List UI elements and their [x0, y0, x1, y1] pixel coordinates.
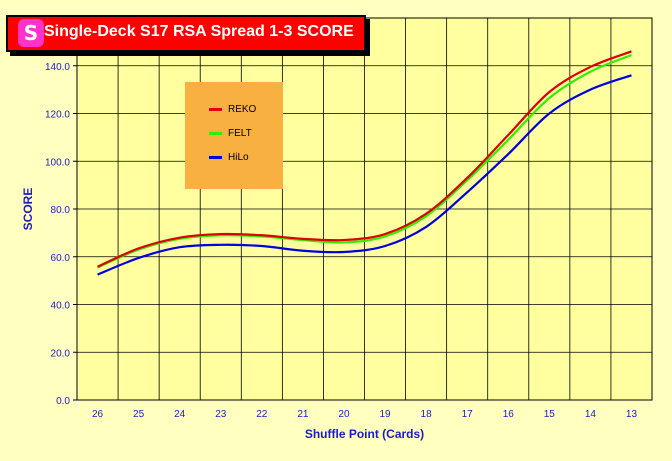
- legend-label-hilo: HiLo: [228, 152, 249, 163]
- legend-item-reko: REKO: [209, 104, 256, 118]
- x-tick-label: 26: [92, 409, 104, 420]
- series-line-hilo: [97, 74, 632, 276]
- y-tick-label: 0.0: [56, 396, 70, 407]
- y-tick-label: 100.0: [45, 157, 70, 168]
- legend-label-felt: FELT: [228, 128, 252, 139]
- y-tick-label: 60.0: [51, 253, 71, 264]
- legend: REKO FELT HiLo: [185, 82, 283, 189]
- series-line-felt: [97, 53, 632, 269]
- s-logo-icon: S: [18, 19, 44, 47]
- legend-item-hilo: HiLo: [209, 152, 249, 166]
- y-axis-title: SCORE: [21, 188, 35, 231]
- x-tick-label: 23: [215, 409, 227, 420]
- x-tick-label: 16: [503, 409, 515, 420]
- x-tick-label: 20: [338, 409, 350, 420]
- x-tick-label: 21: [297, 409, 309, 420]
- series-line-reko: [97, 50, 632, 268]
- legend-item-felt: FELT: [209, 128, 252, 142]
- x-tick-label: 17: [462, 409, 474, 420]
- legend-label-reko: REKO: [228, 104, 257, 115]
- y-tick-label: 80.0: [51, 205, 71, 216]
- legend-swatch-reko: [209, 108, 222, 111]
- y-tick-label: 20.0: [51, 348, 71, 359]
- x-axis-title: Shuffle Point (Cards): [305, 427, 424, 441]
- x-tick-label: 25: [133, 409, 145, 420]
- x-tick-label: 13: [626, 409, 638, 420]
- x-tick-label: 15: [544, 409, 556, 420]
- x-tick-label: 24: [174, 409, 186, 420]
- y-tick-label: 140.0: [45, 62, 70, 73]
- x-tick-label: 19: [379, 409, 391, 420]
- chart-title: Single-Deck S17 RSA Spread 1-3 SCORE: [44, 23, 354, 40]
- x-tick-label: 18: [421, 409, 433, 420]
- legend-swatch-hilo: [209, 156, 222, 159]
- x-tick-label: 14: [585, 409, 597, 420]
- legend-swatch-felt: [209, 132, 222, 135]
- chart-title-box: S Single-Deck S17 RSA Spread 1-3 SCORE: [6, 15, 366, 52]
- x-tick-label: 22: [256, 409, 268, 420]
- y-tick-label: 120.0: [45, 110, 70, 121]
- y-tick-label: 40.0: [51, 301, 71, 312]
